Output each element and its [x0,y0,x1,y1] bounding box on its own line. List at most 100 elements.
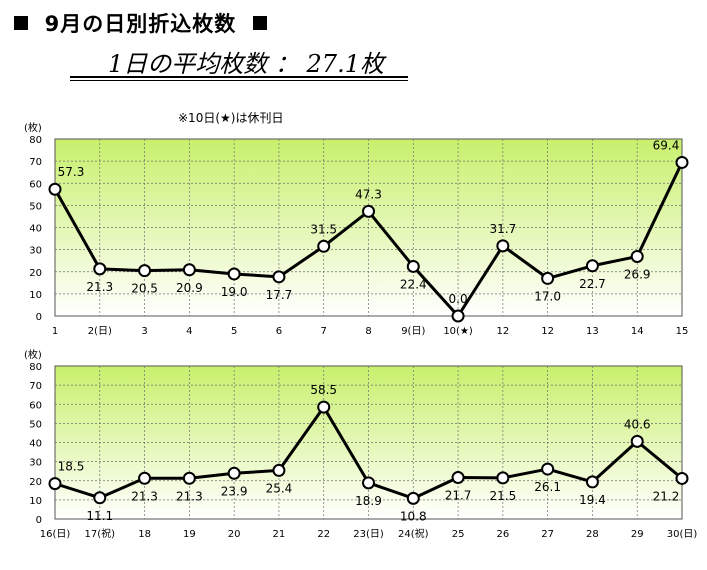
data-label: 18.9 [355,494,382,508]
data-label: 22.7 [579,277,606,291]
data-label: 0.0 [449,292,468,306]
y-axis-unit-label: (枚) [24,348,42,361]
y-axis-unit-label: (枚) [24,121,42,134]
data-label: 31.7 [489,222,516,236]
x-tick-label: 29 [631,529,644,540]
y-tick-label: 10 [29,496,42,507]
data-label: 69.4 [653,138,680,152]
page-title-text: 9月の日別折込枚数 [44,12,237,36]
data-point [362,476,375,490]
data-point [182,471,196,485]
y-tick-label: 70 [29,157,42,168]
square-bullet-icon [14,16,28,30]
x-tick-label: 21 [273,529,286,540]
x-tick-label: 6 [276,326,282,337]
data-label: 11.1 [86,509,113,523]
x-tick-label: 15 [676,326,689,337]
page-title: 9月の日別折込枚数 [14,8,267,38]
data-label: 21.3 [86,280,113,294]
data-point [272,463,286,477]
data-label: 47.3 [355,187,382,201]
data-point [585,475,599,489]
data-point [675,471,689,485]
y-tick-label: 60 [29,179,42,190]
data-label: 23.9 [221,484,248,498]
y-tick-label: 80 [29,135,42,146]
data-point [362,204,375,218]
x-tick-label: 19 [183,529,196,540]
y-tick-label: 30 [29,458,42,469]
x-tick-label: 2(日) [88,326,112,337]
y-tick-label: 60 [29,400,42,411]
data-point [451,470,465,484]
data-point [541,462,555,476]
data-label: 19.0 [221,285,248,299]
data-label: 31.5 [310,222,337,236]
data-point [630,434,644,448]
chart-1-15: 0 10 20 30 40 50 60 70 80(枚) 1 2(日) 3 4 5 6 7 8 9(日) 10(★)… [24,121,689,337]
x-tick-label: 5 [231,326,237,337]
x-tick-label: 24(祝) [398,527,429,540]
data-label: 21.3 [131,489,158,503]
x-tick-label: 26 [496,529,509,540]
data-point [675,155,689,169]
x-tick-label: 25 [452,529,465,540]
data-point [48,182,62,196]
x-tick-label: 10(★) [443,326,473,337]
x-tick-label: 4 [186,326,192,337]
data-label: 22.4 [400,277,427,291]
data-label: 21.2 [653,489,680,503]
data-label: 17.0 [534,289,561,303]
x-tick-label: 13 [586,326,599,337]
y-tick-label: 80 [29,362,42,373]
data-point [541,271,555,285]
x-tick-label: 20 [228,529,241,540]
data-label: 25.4 [266,481,293,495]
y-tick-label: 0 [36,515,42,526]
data-point [585,259,599,273]
data-label: 57.3 [58,165,85,179]
data-point [93,262,107,276]
data-point [317,400,331,414]
average-underline-thin [70,80,408,81]
data-label: 26.9 [624,267,651,281]
data-point [227,267,241,281]
x-tick-label: 12 [541,326,554,337]
x-tick-label: 30(日) [667,529,698,540]
data-label: 21.3 [176,489,203,503]
square-bullet-icon [252,16,267,30]
data-label: 17.7 [266,288,293,302]
x-tick-label: 3 [141,326,147,337]
x-tick-label: 22 [317,529,330,540]
data-label: 26.1 [534,480,561,494]
x-tick-label: 16(日) [40,529,71,540]
x-tick-label: 17(祝) [85,527,116,540]
data-label: 21.5 [489,489,516,503]
data-point [630,249,644,263]
x-tick-label: 27 [541,529,554,540]
data-label: 20.5 [131,282,158,296]
holiday-note: ※10日(★)は休刊日 [178,111,283,125]
data-point [138,471,152,485]
x-tick-label: 18 [138,529,151,540]
y-tick-label: 40 [29,224,42,235]
x-tick-label: 12 [496,326,509,337]
data-point [48,477,62,491]
x-tick-label: 1 [52,326,58,337]
data-label: 40.6 [624,417,651,431]
data-point [227,466,241,480]
y-tick-label: 10 [29,290,42,301]
x-tick-label: 7 [321,326,327,337]
y-tick-label: 40 [29,439,42,450]
data-point [406,259,420,273]
x-tick-label: 28 [586,529,599,540]
y-tick-label: 20 [29,477,42,488]
y-tick-label: 50 [29,419,42,430]
data-point [317,239,331,253]
y-tick-label: 0 [36,312,42,323]
y-tick-label: 50 [29,201,42,212]
data-label: 58.5 [310,383,337,397]
x-tick-label: 9(日) [401,326,425,337]
average-underline [70,76,408,78]
